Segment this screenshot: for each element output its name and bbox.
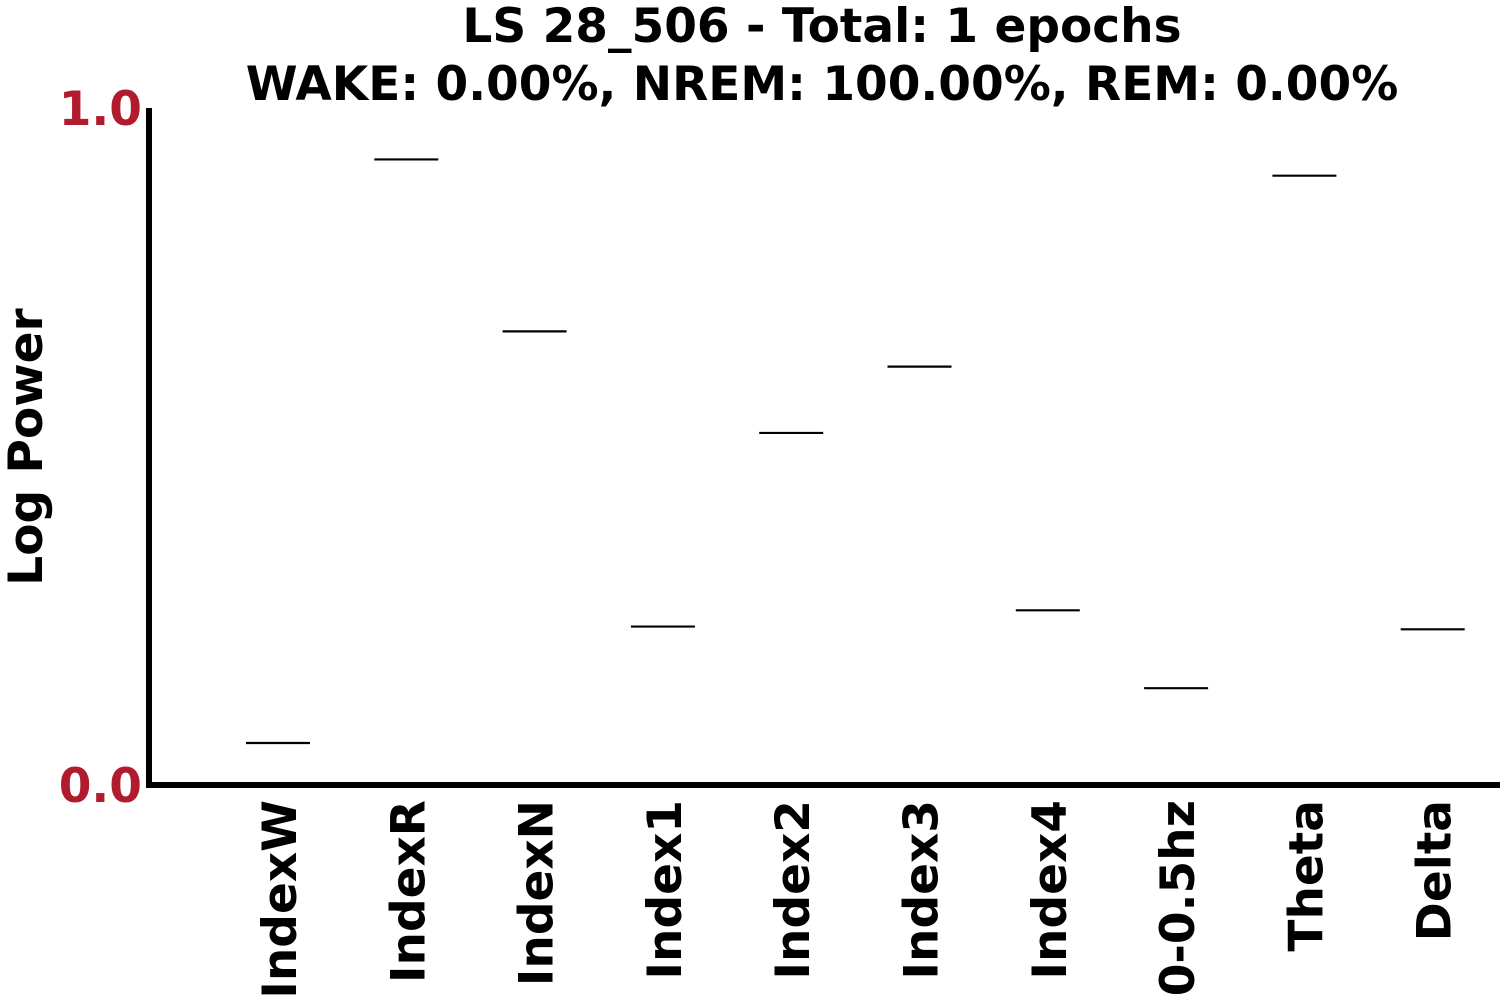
x-tick-label: IndexR xyxy=(381,800,436,983)
x-tick-label: Index3 xyxy=(895,800,950,980)
x-tick-label: IndexN xyxy=(510,800,565,986)
x-tick-label: IndexW xyxy=(253,800,308,999)
chart-title: LS 28_506 - Total: 1 epochs xyxy=(462,0,1181,54)
y-axis-label: Log Power xyxy=(0,307,54,585)
y-tick-label: 1.0 xyxy=(59,82,142,137)
y-tick-label: 0.0 xyxy=(59,759,142,814)
x-tick-label: Index4 xyxy=(1023,800,1078,980)
x-tick-label: Theta xyxy=(1279,800,1334,952)
chart-subtitle: WAKE: 0.00%, NREM: 100.00%, REM: 0.00% xyxy=(246,57,1399,112)
x-tick-label: Index2 xyxy=(766,800,821,980)
x-tick-label: Index1 xyxy=(638,800,693,980)
x-tick-label: 0-0.5hz xyxy=(1151,800,1206,996)
x-tick-label: Delta xyxy=(1408,800,1463,941)
chart-marks: 0.0 1.0 IndexW IndexR IndexN Index1 Index2 Inde… xyxy=(59,82,1500,999)
